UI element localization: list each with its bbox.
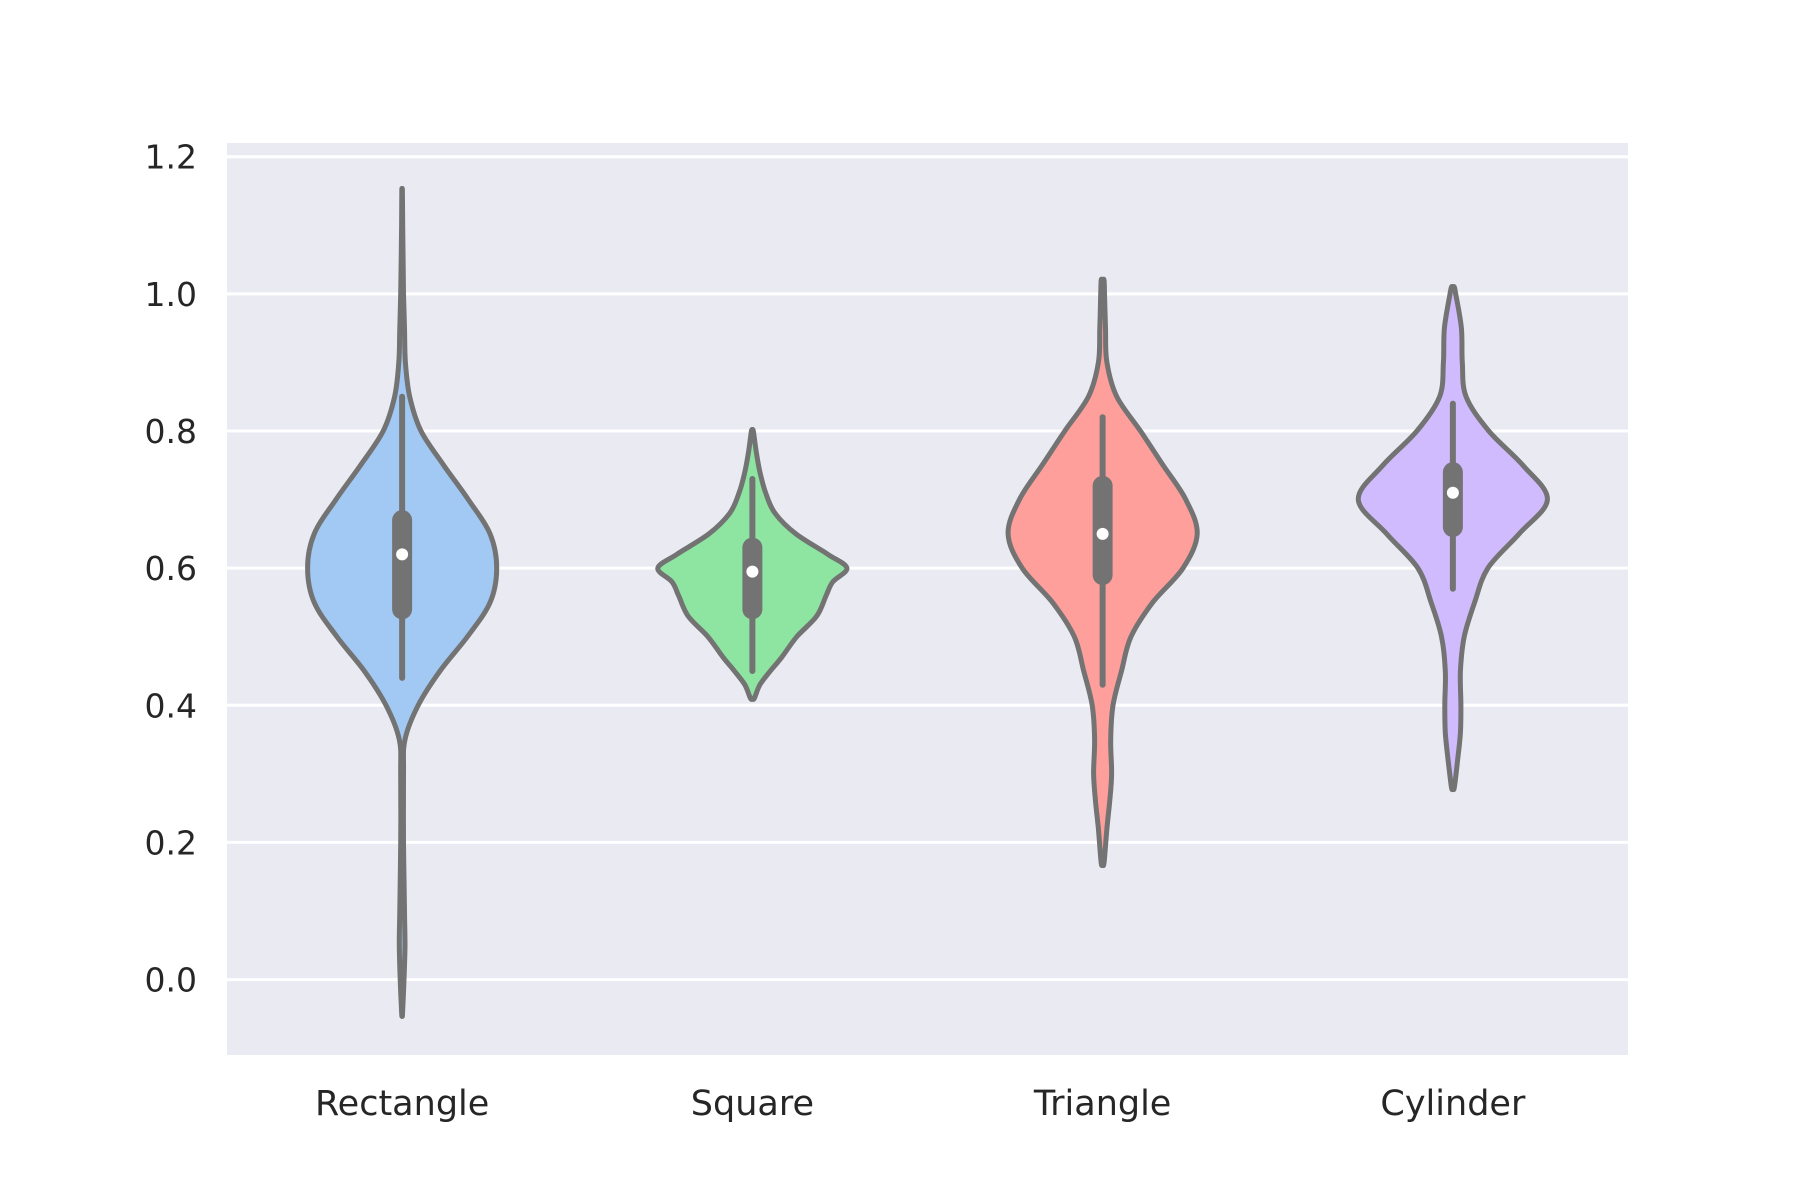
x-axis-category-labels: Rectangle Square Triangle Cylinder xyxy=(315,1084,1526,1124)
y-tick-label: 0.6 xyxy=(145,549,197,588)
x-category-label: Cylinder xyxy=(1380,1084,1526,1124)
violin-median-dot xyxy=(396,548,409,561)
violin-rectangle xyxy=(305,185,500,1019)
x-category-label: Triangle xyxy=(1033,1084,1171,1124)
y-axis-tick-labels: 0.0 0.2 0.4 0.6 0.8 1.0 1.2 xyxy=(145,138,197,1000)
y-tick-label: 0.4 xyxy=(145,686,197,725)
y-tick-label: 1.0 xyxy=(145,275,197,314)
y-tick-label: 0.0 xyxy=(145,961,197,1000)
y-tick-label: 0.2 xyxy=(145,823,197,862)
x-category-label: Square xyxy=(691,1084,814,1124)
violin-cylinder xyxy=(1355,284,1550,793)
violin-median-dot xyxy=(1096,527,1109,540)
violins xyxy=(305,185,1550,1019)
violin-triangle xyxy=(1005,276,1200,869)
violin-median-dot xyxy=(746,565,759,578)
violin-square xyxy=(655,427,850,702)
violin-median-dot xyxy=(1446,486,1459,499)
x-category-label: Rectangle xyxy=(315,1084,489,1124)
y-tick-label: 1.2 xyxy=(145,138,197,177)
y-tick-label: 0.8 xyxy=(145,412,197,451)
